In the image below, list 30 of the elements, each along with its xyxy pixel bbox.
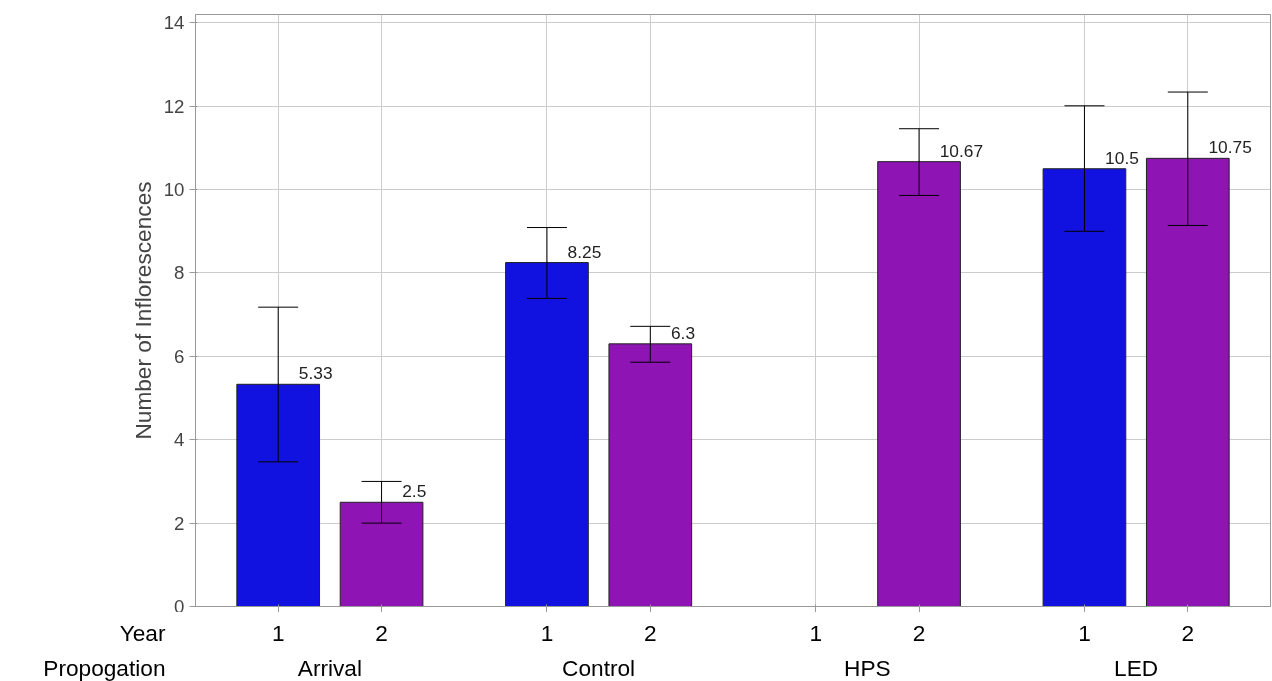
x-tick-label: 1 [809,619,822,646]
data-label: 8.25 [567,241,602,262]
y-tick-label: 12 [163,95,185,117]
x-tick-label: 1 [271,619,285,646]
x-tick-label: 1 [1078,619,1091,646]
y-tick-label: 10 [163,179,185,201]
x-tick-label: 2 [375,619,388,646]
x-axis-title: Year [119,620,166,647]
x-tick-label: 2 [644,619,657,646]
text: Control [562,654,636,681]
y-tick-label: 0 [174,595,185,617]
y-axis-title: Number of Inflorescences [129,181,156,440]
y-tick-label: 6 [174,345,185,367]
y-tick-label: 14 [163,12,185,34]
y-tick-label: 4 [174,429,185,451]
x-tick-label: 2 [912,619,926,646]
data-label: 2.5 [402,481,427,502]
y-tick-label: 8 [174,262,185,284]
data-label: 10.67 [939,140,984,161]
data-label: 10.5 [1105,147,1139,168]
text: Arrival [297,654,362,681]
text: HPS [844,654,891,681]
x-tick-label: 2 [1181,619,1195,646]
x-tick-label: 1 [540,619,554,646]
y-tick-label: 2 [174,512,185,534]
text: Propogation [43,654,166,681]
data-label: 5.33 [298,363,333,384]
text: LED [1114,654,1159,681]
data-label: 6.3 [670,322,696,343]
data-label: 10.75 [1208,137,1252,158]
